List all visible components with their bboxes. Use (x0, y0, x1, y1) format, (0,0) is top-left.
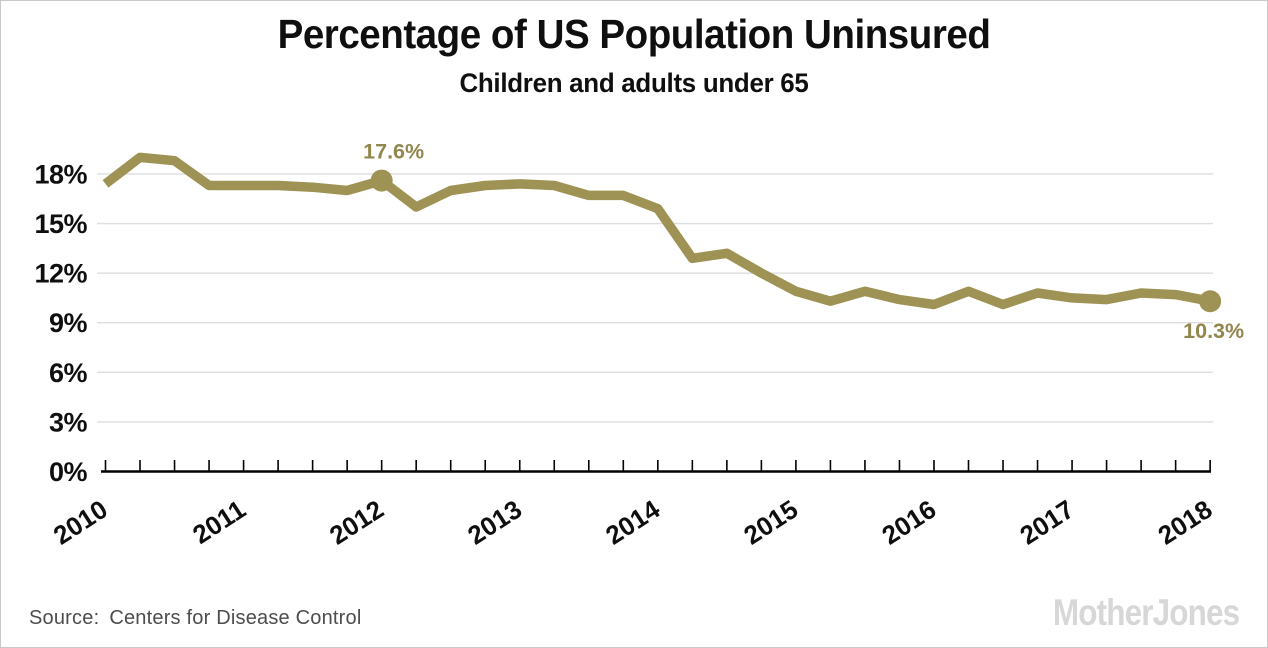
x-tick-label: 2010 (48, 494, 113, 551)
x-tick-label: 2012 (324, 494, 389, 551)
x-tick-label: 2011 (187, 494, 251, 550)
chart-subtitle: Children and adults under 65 (459, 68, 809, 98)
data-point-dot (1199, 290, 1222, 313)
data-point-label: 10.3% (1183, 319, 1244, 343)
x-tick-label: 2017 (1014, 494, 1079, 551)
motherjones-logo: MotherJones (1052, 592, 1240, 633)
source-row: Source: Centers for Disease Control (29, 607, 362, 630)
x-tick-label: 2013 (462, 494, 527, 551)
y-tick-label: 18% (34, 159, 87, 189)
x-tick-label: 2016 (876, 494, 941, 551)
y-tick-label: 15% (34, 209, 87, 239)
x-tick-label: 2018 (1153, 494, 1218, 551)
y-tick-label: 0% (49, 457, 88, 487)
data-point-dot (370, 169, 393, 192)
y-tick-label: 3% (49, 407, 88, 437)
x-tick-label: 2014 (600, 494, 665, 551)
data-line (102, 152, 1211, 310)
y-tick-label: 9% (49, 308, 88, 338)
data-point-label: 17.6% (363, 140, 424, 164)
y-tick-label: 6% (49, 358, 88, 388)
source-text: Centers for Disease Control (109, 607, 362, 629)
x-tick-label: 2015 (738, 494, 803, 551)
source-label: Source: (29, 607, 100, 629)
chart-title: Percentage of US Population Uninsured (277, 11, 991, 57)
y-tick-label: 12% (34, 259, 87, 289)
